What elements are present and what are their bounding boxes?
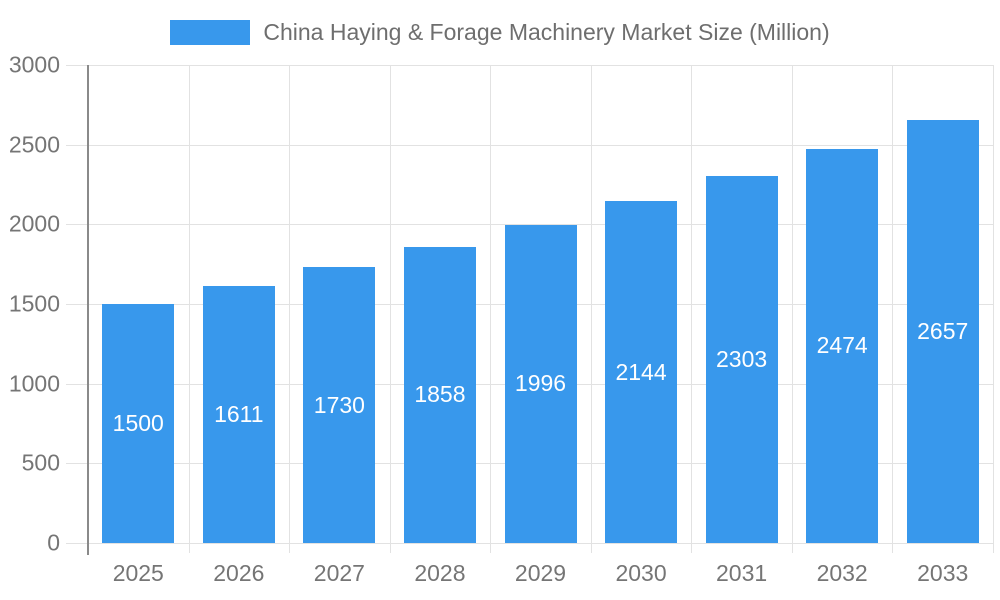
bar-2025: 1500 (102, 304, 175, 543)
y-axis-labels: 0 500 1000 1500 2000 2500 3000 (0, 52, 60, 556)
x-axis-tick-label: 2031 (716, 560, 768, 586)
x-axis-tick-label: 2026 (213, 560, 265, 586)
gridline-h (66, 224, 993, 226)
y-axis-tick-label: 2000 (8, 210, 60, 237)
x-axis-tick-label: 2028 (414, 560, 466, 586)
y-axis-tick-label: 1000 (8, 370, 60, 397)
y-axis-tick-label: 3000 (8, 51, 60, 78)
bar-value-label: 1500 (112, 410, 164, 436)
x-axis-tick-label: 2030 (615, 560, 667, 586)
legend-swatch (170, 19, 251, 45)
bar-2028: 1858 (403, 246, 476, 543)
bar-2027: 1730 (303, 267, 376, 543)
x-axis-tick-label: 2032 (816, 560, 868, 586)
legend: China Haying & Forage Machinery Market S… (0, 19, 1000, 45)
bar-value-label: 1996 (514, 370, 567, 397)
bar-2031: 2303 (705, 176, 778, 543)
gridline-v (993, 65, 994, 553)
gridline-v (188, 65, 190, 553)
gridline-v (691, 65, 693, 553)
y-axis-tick-label: 2500 (8, 131, 60, 158)
x-axis-labels: 2025 2026 2027 2028 2029 2030 2031 2032 2033 (0, 561, 1000, 587)
x-axis-tick-label: 2029 (514, 560, 567, 586)
y-axis-tick-label: 0 (47, 529, 60, 556)
chart-title: China Haying & Forage Machinery Market S… (263, 19, 830, 45)
plot-area: 1500 1611 1730 1858 1996 2144 2303 2474 2657 (66, 65, 994, 555)
bar-2033: 2657 (906, 119, 979, 543)
y-axis-tick-label: 500 (21, 449, 60, 476)
gridline-h (66, 65, 993, 66)
bar-value-label: 1611 (214, 401, 264, 428)
gridline-h (66, 144, 993, 146)
x-axis-tick-label: 2033 (917, 560, 969, 586)
gridline-h (66, 543, 993, 544)
y-axis-line (87, 65, 89, 555)
gridline-v (892, 65, 894, 553)
bar-value-label: 1858 (414, 381, 466, 408)
bar-value-label: 1730 (313, 391, 365, 418)
gridline-v (389, 65, 391, 553)
bar-value-label: 2303 (716, 346, 768, 373)
bar-value-label: 2144 (615, 358, 667, 385)
bar-2029: 1996 (504, 224, 577, 543)
x-axis-tick-label: 2025 (112, 560, 164, 586)
bar-value-label: 2474 (816, 332, 868, 359)
x-axis-tick-label: 2027 (313, 560, 365, 586)
y-axis-tick-label: 1500 (8, 290, 60, 317)
gridline-v (289, 65, 291, 553)
bar-2030: 2144 (605, 201, 678, 543)
bar-2026: 1611 (202, 286, 275, 543)
bar-2032: 2474 (806, 148, 879, 543)
bar-value-label: 2657 (917, 317, 969, 344)
legend-item[interactable]: China Haying & Forage Machinery Market S… (170, 19, 830, 45)
gridline-v (490, 65, 492, 553)
gridline-v (791, 65, 793, 553)
gridline-v (590, 65, 592, 553)
